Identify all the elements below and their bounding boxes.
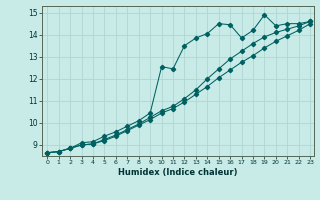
- X-axis label: Humidex (Indice chaleur): Humidex (Indice chaleur): [118, 168, 237, 177]
